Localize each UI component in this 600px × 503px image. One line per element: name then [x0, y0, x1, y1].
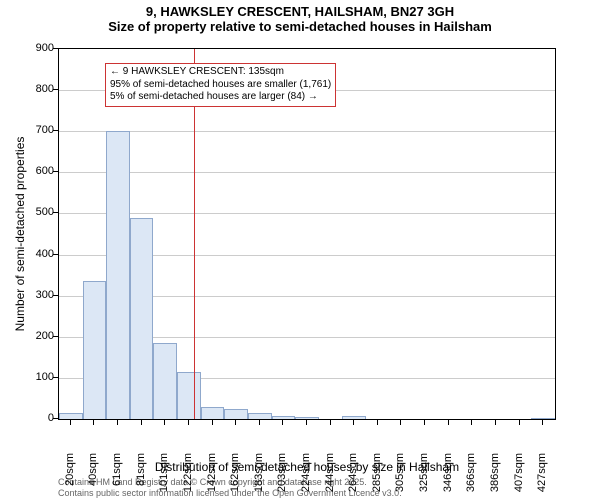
x-tick-label: 20sqm	[64, 453, 76, 503]
x-tick-mark	[471, 420, 472, 425]
y-tick-mark	[53, 418, 58, 419]
x-tick-label: 183sqm	[253, 453, 265, 503]
gridline	[59, 131, 555, 132]
x-tick-label: 224sqm	[300, 453, 312, 503]
histogram-bar	[272, 416, 296, 419]
x-tick-mark	[400, 420, 401, 425]
x-tick-mark	[330, 420, 331, 425]
histogram-bar	[59, 413, 83, 419]
y-tick-mark	[53, 254, 58, 255]
x-tick-label: 285sqm	[371, 453, 383, 503]
x-tick-mark	[70, 420, 71, 425]
annotation-line-2: 95% of semi-detached houses are smaller …	[110, 79, 331, 92]
histogram-bar	[295, 417, 319, 419]
x-tick-mark	[164, 420, 165, 425]
annotation-line-3: 5% of semi-detached houses are larger (8…	[110, 91, 331, 104]
histogram-bar	[83, 281, 107, 419]
chart-subtitle: Size of property relative to semi-detach…	[0, 19, 600, 34]
x-tick-label: 162sqm	[229, 453, 241, 503]
x-tick-label: 386sqm	[489, 453, 501, 503]
gridline	[59, 213, 555, 214]
x-tick-label: 122sqm	[182, 453, 194, 503]
gridline	[59, 172, 555, 173]
x-tick-label: 305sqm	[394, 453, 406, 503]
y-tick-mark	[53, 48, 58, 49]
x-tick-mark	[282, 420, 283, 425]
y-tick-label: 500	[14, 206, 54, 218]
x-tick-label: 427sqm	[536, 453, 548, 503]
histogram-bar	[130, 218, 154, 419]
annotation-line-1: ← 9 HAWKSLEY CRESCENT: 135sqm	[110, 66, 331, 79]
x-tick-mark	[448, 420, 449, 425]
x-tick-mark	[353, 420, 354, 425]
y-tick-label: 100	[14, 371, 54, 383]
x-tick-mark	[424, 420, 425, 425]
histogram-bar	[342, 416, 366, 419]
y-tick-mark	[53, 377, 58, 378]
x-tick-mark	[542, 420, 543, 425]
x-tick-label: 61sqm	[111, 453, 123, 503]
y-tick-mark	[53, 336, 58, 337]
histogram-bar	[106, 131, 130, 419]
x-tick-label: 142sqm	[206, 453, 218, 503]
y-tick-label: 800	[14, 83, 54, 95]
histogram-bar	[248, 413, 272, 419]
x-tick-label: 325sqm	[418, 453, 430, 503]
x-tick-mark	[495, 420, 496, 425]
x-tick-label: 244sqm	[324, 453, 336, 503]
y-tick-label: 900	[14, 42, 54, 54]
y-tick-label: 300	[14, 289, 54, 301]
y-tick-label: 600	[14, 165, 54, 177]
x-tick-mark	[141, 420, 142, 425]
x-tick-mark	[306, 420, 307, 425]
x-tick-mark	[377, 420, 378, 425]
x-tick-label: 81sqm	[135, 453, 147, 503]
y-tick-label: 700	[14, 124, 54, 136]
x-tick-label: 366sqm	[465, 453, 477, 503]
x-tick-mark	[117, 420, 118, 425]
y-tick-label: 0	[14, 412, 54, 424]
x-tick-label: 203sqm	[276, 453, 288, 503]
x-tick-mark	[519, 420, 520, 425]
chart-title: 9, HAWKSLEY CRESCENT, HAILSHAM, BN27 3GH	[0, 4, 600, 19]
y-tick-mark	[53, 89, 58, 90]
histogram-bar	[224, 409, 248, 419]
x-tick-mark	[212, 420, 213, 425]
y-tick-mark	[53, 171, 58, 172]
x-tick-mark	[259, 420, 260, 425]
histogram-bar	[177, 372, 201, 419]
x-tick-label: 40sqm	[87, 453, 99, 503]
x-tick-label: 264sqm	[347, 453, 359, 503]
x-tick-mark	[188, 420, 189, 425]
annotation-callout: ← 9 HAWKSLEY CRESCENT: 135sqm 95% of sem…	[105, 63, 336, 107]
x-tick-mark	[93, 420, 94, 425]
y-tick-mark	[53, 212, 58, 213]
x-tick-label: 407sqm	[513, 453, 525, 503]
x-tick-label: 101sqm	[158, 453, 170, 503]
x-tick-label: 346sqm	[442, 453, 454, 503]
y-tick-label: 400	[14, 248, 54, 260]
y-tick-label: 200	[14, 330, 54, 342]
histogram-bar	[531, 418, 555, 419]
y-tick-mark	[53, 130, 58, 131]
y-axis-label: Number of semi-detached properties	[13, 114, 27, 354]
title-block: 9, HAWKSLEY CRESCENT, HAILSHAM, BN27 3GH…	[0, 0, 600, 34]
histogram-bar	[201, 407, 225, 419]
y-tick-mark	[53, 295, 58, 296]
histogram-bar	[153, 343, 177, 419]
chart-plot-area: ← 9 HAWKSLEY CRESCENT: 135sqm 95% of sem…	[58, 48, 556, 420]
x-tick-mark	[235, 420, 236, 425]
